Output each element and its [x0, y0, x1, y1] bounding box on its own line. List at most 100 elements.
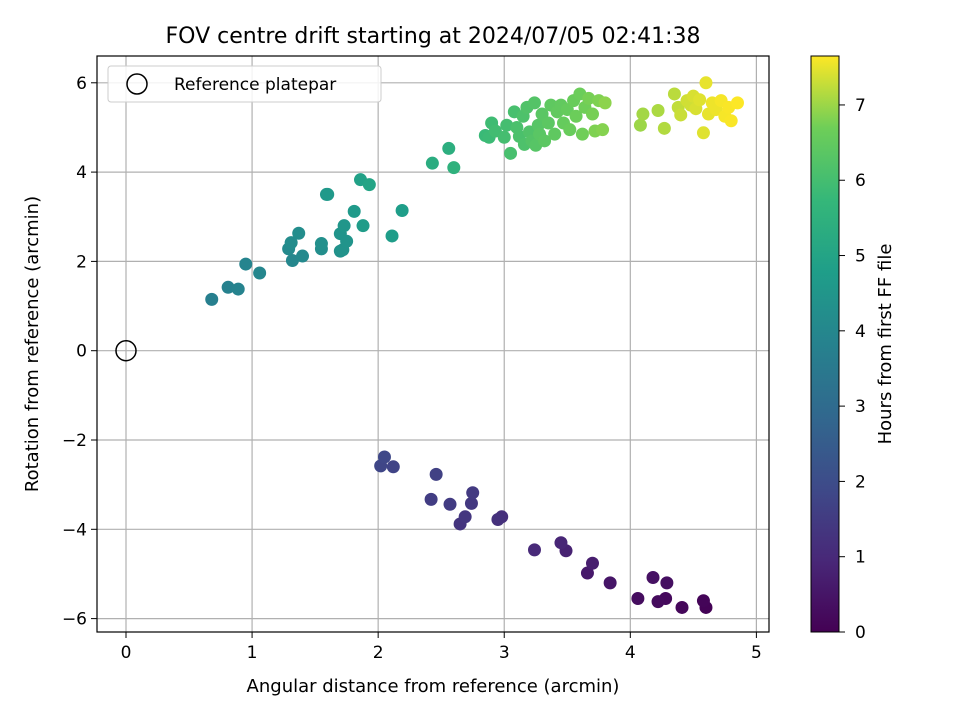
- scatter-point: [585, 556, 599, 570]
- scatter-point: [667, 87, 681, 101]
- scatter-point: [657, 121, 671, 135]
- scatter-point: [253, 266, 267, 280]
- colorbar-tick-label: 7: [855, 96, 866, 116]
- scatter-point: [386, 460, 400, 474]
- x-tick-label: 3: [499, 643, 510, 663]
- scatter-point: [284, 236, 298, 250]
- scatter-point: [596, 123, 610, 137]
- scatter-point: [585, 107, 599, 121]
- colorbar-ticks: 0 1 2 3 4 5 6 7: [839, 96, 866, 643]
- scatter-point: [205, 292, 219, 306]
- scatter-point: [527, 543, 541, 557]
- y-axis-ticks: −6 −4 −2 0 2 4 6: [62, 74, 97, 630]
- x-tick-label: 0: [121, 643, 132, 663]
- scatter-point: [347, 204, 361, 218]
- scatter-point: [696, 594, 710, 608]
- x-tick-label: 2: [373, 643, 384, 663]
- scatter-point: [554, 536, 568, 550]
- legend: Reference platepar: [107, 65, 382, 103]
- scatter-point: [693, 93, 707, 107]
- x-tick-label: 5: [751, 643, 762, 663]
- legend-box: [107, 65, 382, 103]
- scatter-point: [464, 496, 478, 510]
- scatter-point: [239, 257, 253, 271]
- scatter-point: [497, 130, 511, 144]
- y-tick-label: −6: [62, 610, 87, 630]
- scatter-point: [548, 127, 562, 141]
- scatter-point: [563, 123, 577, 137]
- scatter-point: [314, 237, 328, 251]
- colorbar-tick-label: 1: [855, 548, 866, 568]
- scatter-point: [443, 497, 457, 511]
- scatter-point: [285, 254, 299, 268]
- colorbar-tick-label: 6: [855, 171, 866, 191]
- reference-marker: [115, 339, 137, 362]
- scatter-point: [580, 566, 594, 580]
- scatter-point: [603, 576, 617, 590]
- scatter-point: [699, 76, 713, 90]
- x-axis-label: Angular distance from reference (arcmin): [247, 676, 620, 697]
- scatter-point: [631, 592, 645, 606]
- scatter-point: [724, 114, 738, 128]
- y-tick-label: 2: [76, 252, 87, 272]
- legend-marker: [126, 73, 148, 95]
- colorbar-label: Hours from first FF file: [875, 244, 896, 445]
- scatter-point: [231, 282, 245, 296]
- scatter-point: [646, 571, 660, 585]
- scatter-point: [569, 109, 583, 123]
- scatter-point: [362, 178, 376, 192]
- x-tick-label: 1: [247, 643, 258, 663]
- colorbar-tick-label: 3: [855, 397, 866, 417]
- scatter-point: [292, 226, 306, 240]
- scatter-point: [504, 146, 518, 160]
- scatter-point: [340, 234, 354, 248]
- chart-title: FOV centre drift starting at 2024/07/05 …: [166, 24, 701, 49]
- scatter-point: [491, 512, 505, 526]
- scatter-point: [429, 467, 443, 481]
- scatter-point: [674, 108, 688, 122]
- scatter-point: [356, 219, 370, 233]
- scatter-point: [395, 203, 409, 217]
- y-tick-label: −2: [62, 431, 87, 451]
- plot-frame: [96, 55, 770, 633]
- scatter-point: [337, 219, 351, 233]
- scatter-point: [321, 187, 335, 201]
- scatter-point: [425, 156, 439, 170]
- scatter-point: [696, 126, 710, 140]
- scatter-point: [447, 161, 461, 175]
- scatter-point: [424, 492, 438, 506]
- scatter-point: [730, 96, 744, 110]
- scatter-point: [633, 118, 647, 132]
- colorbar-tick-label: 0: [855, 623, 866, 643]
- scatter-point: [458, 510, 472, 524]
- scatter-point: [500, 118, 514, 132]
- scatter-point: [377, 450, 391, 464]
- colorbar-tick-label: 4: [855, 322, 866, 342]
- scatter-point: [527, 96, 541, 110]
- y-tick-label: 6: [76, 74, 87, 94]
- scatter-point: [675, 600, 689, 614]
- scatter-point: [582, 91, 596, 105]
- scatter-point: [442, 141, 456, 155]
- y-axis-label: Rotation from reference (arcmin): [22, 196, 43, 492]
- scatter-point: [541, 116, 555, 130]
- data-points: [205, 76, 744, 614]
- y-tick-label: −4: [62, 520, 87, 540]
- scatter-point: [651, 595, 665, 609]
- x-axis-ticks: 0 1 2 3 4 5: [121, 632, 762, 663]
- legend-entry: Reference platepar: [174, 75, 336, 95]
- scatter-point: [466, 486, 480, 500]
- colorbar-gradient: [810, 55, 840, 633]
- y-tick-label: 0: [76, 342, 87, 362]
- grid-lines: [97, 56, 769, 632]
- scatter-point: [221, 280, 235, 294]
- colorbar: 0 1 2 3 4 5 6 7 Hours from first FF file: [810, 55, 896, 643]
- scatter-point: [636, 107, 650, 121]
- x-tick-label: 4: [625, 643, 636, 663]
- scatter-point: [651, 103, 665, 117]
- scatter-point: [598, 96, 612, 110]
- scatter-point: [575, 127, 589, 141]
- colorbar-tick-label: 2: [855, 472, 866, 492]
- scatter-point: [660, 576, 674, 590]
